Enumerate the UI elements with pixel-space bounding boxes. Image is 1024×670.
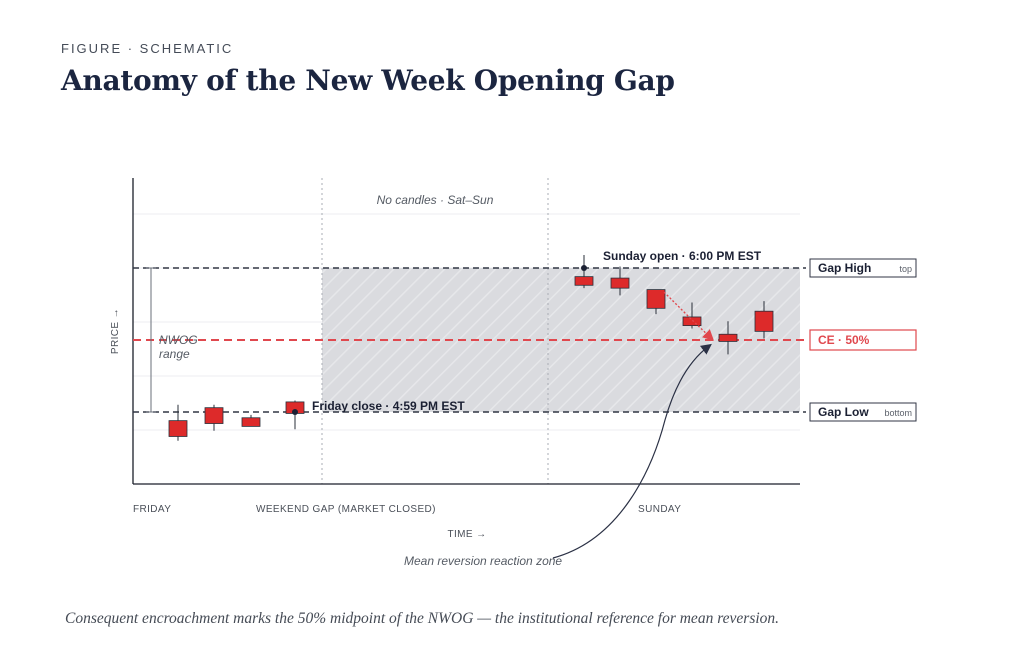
friday-close-dot	[292, 409, 298, 415]
rejection-arrow	[663, 291, 715, 341]
section-weekend-label: WEEKEND GAP (MARKET CLOSED)	[256, 504, 436, 515]
gap-high-label: Gap High	[818, 261, 871, 275]
bearish-candle-body	[718, 333, 738, 342]
candles	[168, 255, 774, 441]
friday-candle-1	[168, 404, 188, 441]
ce-label: CE · 50%	[818, 333, 870, 347]
bearish-candle-body	[754, 310, 774, 332]
gap-low-box: Gap Low bottom	[809, 402, 917, 422]
page-title: Anatomy of the New Week Opening Gap	[61, 64, 675, 97]
nwog-range-label-2: range	[159, 347, 190, 361]
bearish-candle-body	[610, 277, 630, 289]
sunday-candle-4	[682, 302, 702, 329]
y-axis-label: PRICE →	[110, 308, 121, 354]
gap-low-tag: bottom	[884, 408, 912, 418]
sunday-candle-2	[610, 266, 630, 296]
bearish-candle-body	[168, 420, 188, 437]
gap-low-label: Gap Low	[818, 405, 869, 419]
nwog-range-label-1: NWOG	[159, 333, 198, 347]
bearish-candle-body	[204, 407, 224, 424]
section-friday-label: FRIDAY	[133, 504, 171, 515]
bearish-candle-body	[241, 417, 261, 427]
friday-close-label: Friday close · 4:59 PM EST	[312, 399, 465, 413]
bearish-candle-body	[682, 316, 702, 326]
gap-high-box: Gap High top	[809, 258, 917, 278]
sunday-candle-3	[646, 289, 666, 315]
weekend-note: No candles · Sat–Sun	[377, 193, 494, 207]
ce-box: CE · 50%	[809, 329, 917, 351]
friday-candle-2	[204, 404, 224, 431]
section-sunday-label: SUNDAY	[638, 504, 681, 515]
sunday-candle-6	[754, 301, 774, 339]
bearish-candle-body	[574, 276, 594, 286]
bearish-candle-body	[646, 289, 666, 309]
sunday-open-label: Sunday open · 6:00 PM EST	[603, 249, 762, 263]
friday-candle-3	[241, 414, 261, 427]
sunday-candle-5	[718, 321, 738, 355]
reaction-zone-label: Mean reversion reaction zone	[404, 554, 562, 568]
figure-caption: Consequent encroachment marks the 50% mi…	[65, 610, 780, 627]
gap-high-tag: top	[899, 264, 912, 274]
figure-eyebrow: FIGURE · SCHEMATIC	[61, 41, 234, 56]
sunday-open-dot	[581, 265, 587, 271]
x-axis-label: TIME →	[447, 529, 486, 540]
sunday-candle-1	[574, 255, 594, 289]
reaction-zone-arrow	[552, 343, 712, 559]
